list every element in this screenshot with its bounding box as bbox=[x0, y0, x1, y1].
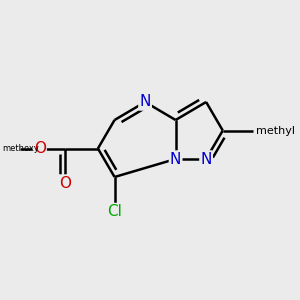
Text: methyl: methyl bbox=[256, 125, 295, 136]
Text: O: O bbox=[34, 141, 46, 156]
Text: N: N bbox=[200, 152, 212, 166]
Text: N: N bbox=[140, 94, 151, 110]
Text: O: O bbox=[58, 176, 70, 190]
Text: Cl: Cl bbox=[107, 204, 122, 219]
Text: N: N bbox=[170, 152, 181, 166]
Text: methoxy: methoxy bbox=[2, 144, 39, 153]
